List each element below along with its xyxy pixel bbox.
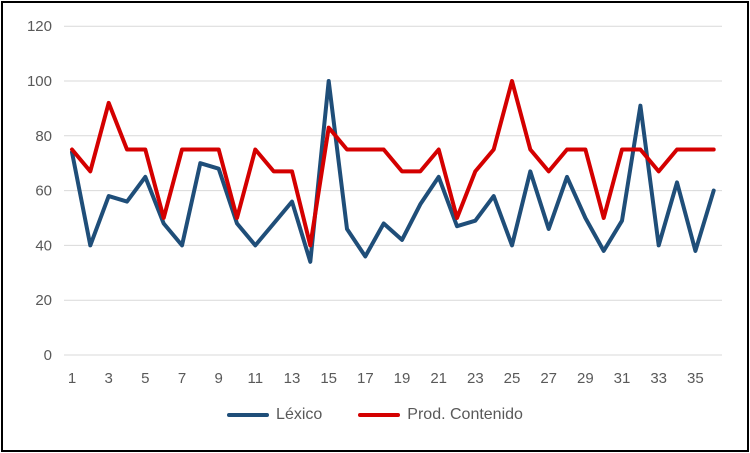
x-tick-label: 1 xyxy=(68,370,76,387)
y-tick-label: 40 xyxy=(35,237,52,254)
x-tick-label: 3 xyxy=(104,370,112,387)
series-line-lexico[interactable] xyxy=(70,79,716,264)
legend-label-lexico: Léxico xyxy=(276,406,323,423)
x-tick-label: 21 xyxy=(430,370,447,387)
x-tick-label: 31 xyxy=(614,370,631,387)
y-tick-label: 100 xyxy=(27,73,52,90)
x-axis-labels: 1 3 5 7 9 11 13 15 17 19 21 23 25 27 29 31 33 35 xyxy=(68,370,704,387)
y-tick-label: 60 xyxy=(35,183,52,200)
x-tick-label: 35 xyxy=(687,370,704,387)
y-axis-labels: 0 20 40 60 80 100 120 xyxy=(27,18,52,364)
x-tick-label: 15 xyxy=(320,370,337,387)
x-tick-label: 11 xyxy=(248,370,264,387)
chart-legend: Léxico Prod. Contenido xyxy=(3,407,747,423)
x-tick-label: 23 xyxy=(467,370,484,387)
y-tick-label: 120 xyxy=(27,18,52,35)
legend-item-lexico[interactable]: Léxico xyxy=(227,407,322,423)
x-tick-label: 9 xyxy=(215,370,223,387)
x-tick-label: 27 xyxy=(540,370,557,387)
legend-item-prod-contenido[interactable]: Prod. Contenido xyxy=(358,407,523,423)
x-tick-label: 13 xyxy=(284,370,301,387)
x-tick-label: 19 xyxy=(394,370,411,387)
gridlines xyxy=(64,25,722,356)
legend-swatch-prod-contenido-line xyxy=(358,413,401,417)
legend-swatch-lexico-line xyxy=(227,413,270,417)
x-tick-label: 33 xyxy=(650,370,667,387)
legend-label-prod-contenido: Prod. Contenido xyxy=(407,406,523,423)
x-tick-label: 5 xyxy=(141,370,149,387)
x-tick-label: 17 xyxy=(357,370,374,387)
x-tick-label: 29 xyxy=(577,370,594,387)
series-line-prod-contenido[interactable] xyxy=(70,79,716,248)
x-tick-label: 25 xyxy=(504,370,521,387)
y-tick-label: 80 xyxy=(35,128,52,145)
x-tick-label: 7 xyxy=(178,370,186,387)
y-tick-label: 0 xyxy=(44,347,52,364)
y-tick-label: 20 xyxy=(35,292,52,309)
